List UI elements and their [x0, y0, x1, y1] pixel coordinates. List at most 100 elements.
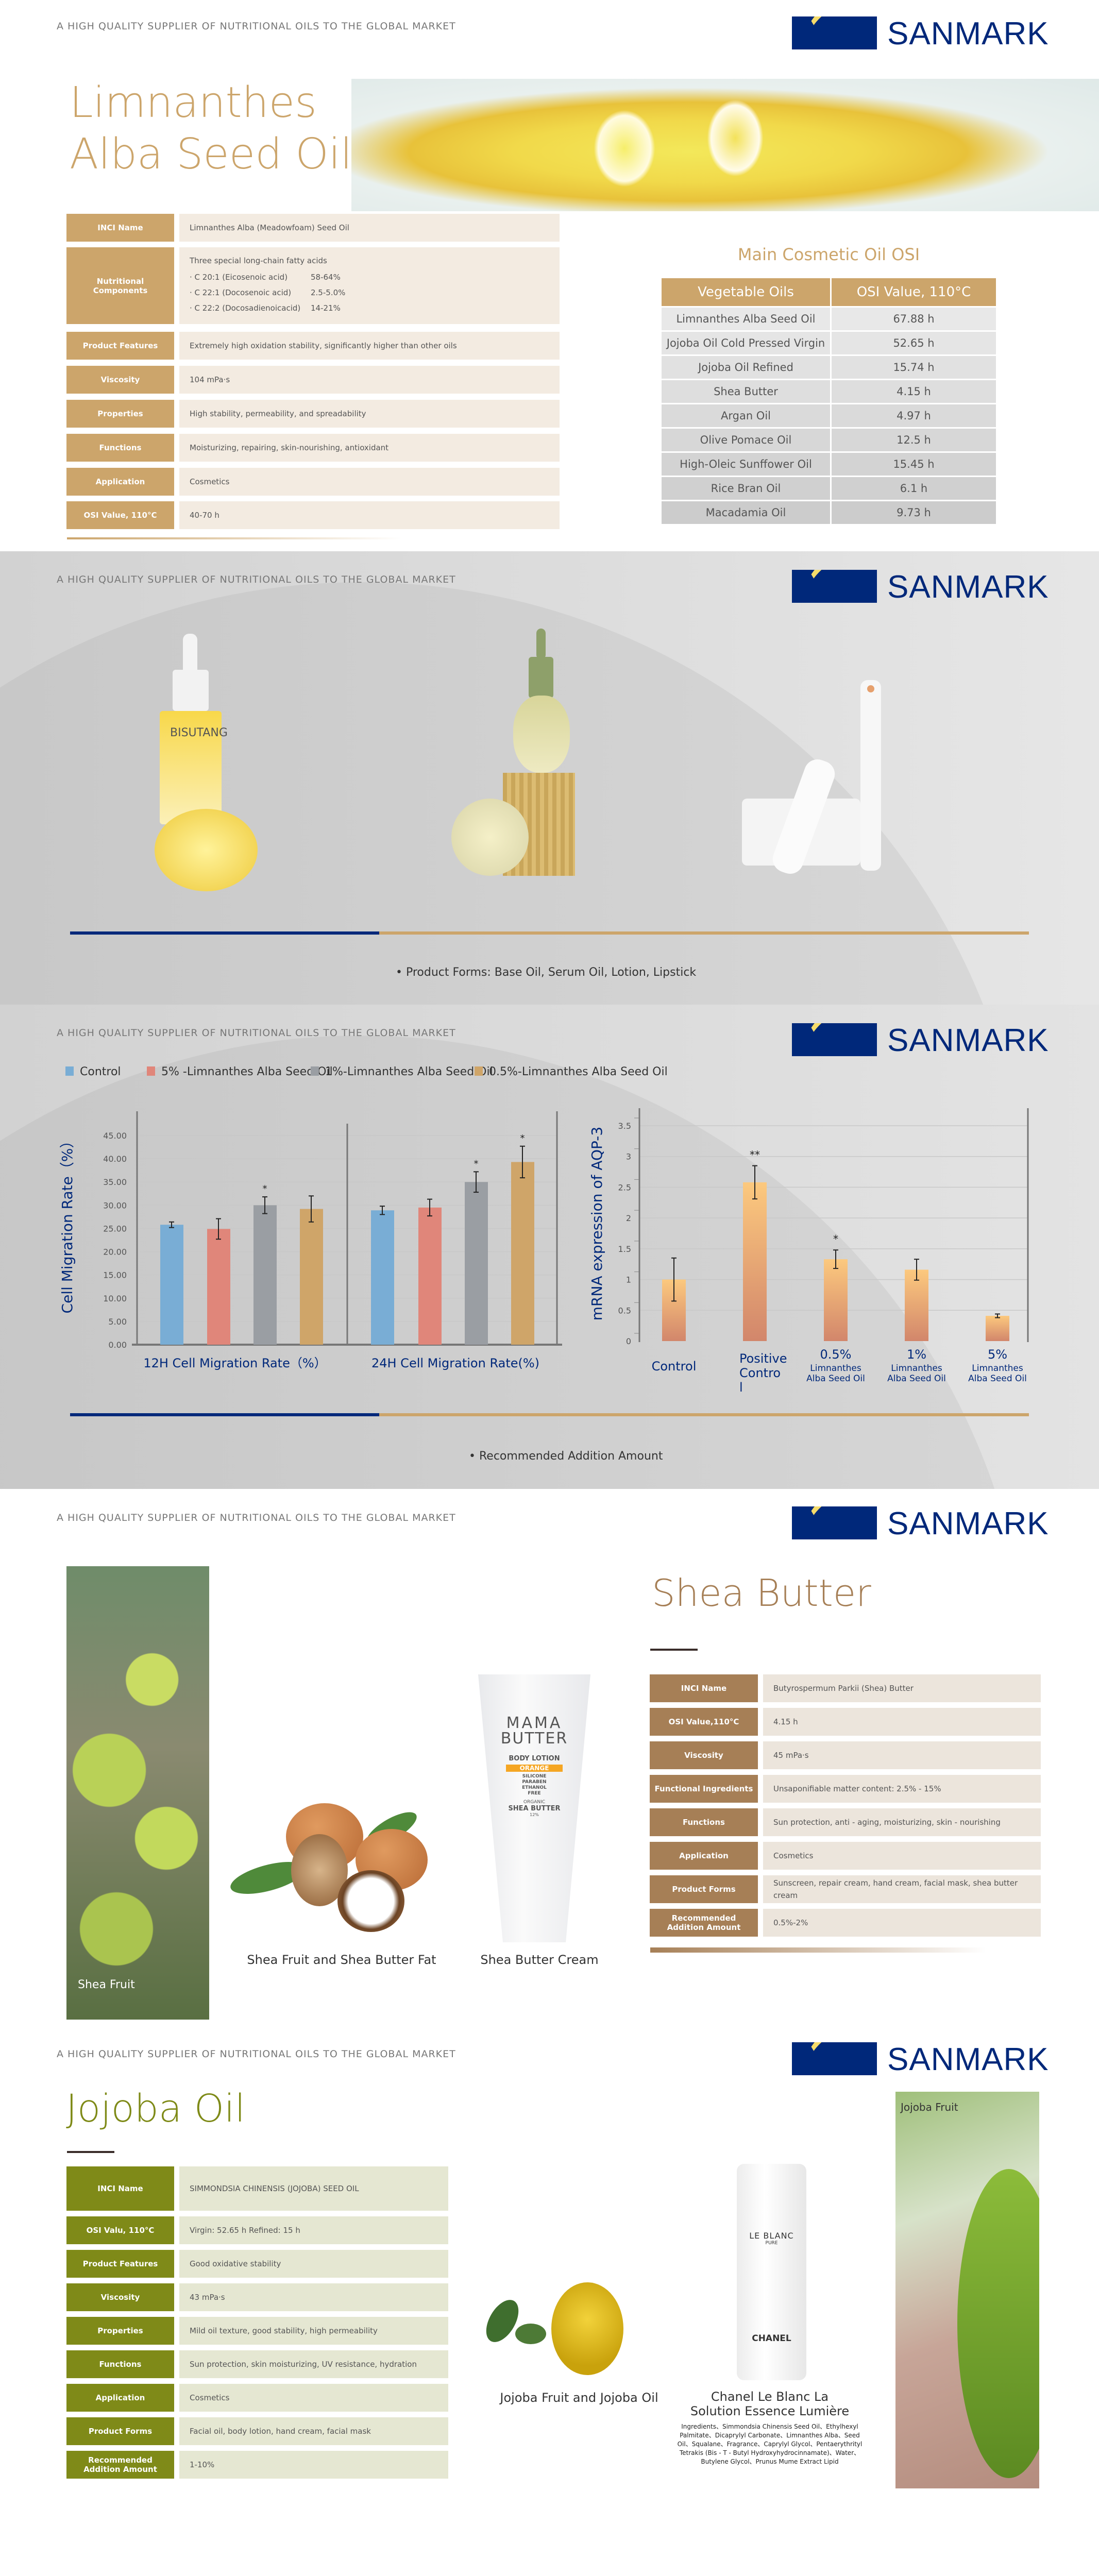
significance-marker: * — [833, 1233, 838, 1245]
table-row: Product Features Good oxidative stability — [66, 2250, 448, 2278]
significance-marker: ** — [750, 1149, 760, 1161]
bar — [905, 1269, 928, 1341]
legend-label: Control — [80, 1065, 121, 1078]
row-value: 104 mPa·s — [179, 366, 560, 394]
osi-table-row: Limnanthes Alba Seed Oil 67.88 h — [662, 308, 996, 330]
sanmark-logo[interactable]: SANMARK — [792, 2042, 1049, 2076]
x-category-label: Limnanthes Alba Seed Oil — [806, 1363, 865, 1384]
column-header: OSI Value, 110°C — [856, 284, 971, 300]
sanmark-logo[interactable]: SANMARK — [792, 1506, 1049, 1540]
label-line: Contro — [739, 1366, 781, 1380]
divider-blue — [70, 931, 379, 935]
table-row: Application Cosmetics — [66, 2384, 448, 2412]
table-row: Functional Ingredients Unsaponifiable mat… — [650, 1775, 1041, 1803]
osi-table-row: Shea Butter 4.15 h — [662, 380, 996, 403]
components-intro: Three special long-chain fatty acids — [190, 256, 327, 265]
title-divider — [650, 1649, 698, 1651]
row-label: Functions — [66, 434, 174, 462]
row-label: Recommended Addition Amount — [66, 2451, 174, 2479]
row-value: Three special long-chain fatty acids · C … — [179, 247, 560, 324]
acid-percent: 58-64% — [311, 272, 341, 282]
sanmark-logo[interactable]: SANMARK — [792, 16, 1049, 50]
row-label: Viscosity — [66, 366, 174, 394]
row-value: Moisturizing, repairing, skin-nourishing… — [179, 434, 560, 462]
row-label: Properties — [66, 2317, 174, 2345]
divider-gold — [379, 1413, 1029, 1416]
x-category-label: Limnanthes Alba Seed Oil — [887, 1363, 946, 1384]
y-tick-label: 20.00 — [103, 1247, 127, 1257]
legend-swatch — [147, 1066, 155, 1076]
bar — [743, 1182, 767, 1341]
acid-name: · C 22:2 (Docosadienoicacid) — [190, 303, 301, 313]
osi-table-row: Rice Bran Oil 6.1 h — [662, 477, 996, 500]
logo-mark-icon — [792, 1506, 877, 1539]
row-label: Application — [650, 1842, 758, 1870]
osi-table-row: High-Oleic Sunffower Oil 15.45 h — [662, 453, 996, 476]
sanmark-logo[interactable]: SANMARK — [792, 570, 1049, 604]
row-label: INCI Name — [650, 1674, 758, 1702]
limnanthes-section: A HIGH QUALITY SUPPLIER OF NUTRITIONAL O… — [0, 0, 1099, 551]
significance-marker: * — [520, 1133, 525, 1144]
acid-name: · C 20:1 (Eicosenoic acid) — [190, 272, 288, 282]
y-tick-label: 15.00 — [103, 1270, 127, 1280]
logo-text: SANMARK — [887, 569, 1049, 605]
osi-table-row: Jojoba Oil Cold Pressed Virgin 52.65 h — [662, 332, 996, 354]
fatty-acid-item: · C 20:1 (Eicosenoic acid) 58-64% — [190, 271, 341, 283]
tagline: A HIGH QUALITY SUPPLIER OF NUTRITIONAL O… — [57, 1027, 456, 1039]
osi-table-header: Vegetable Oils OSI Value, 110°C — [662, 278, 996, 306]
row-label: Viscosity — [66, 2283, 174, 2311]
row-label: Properties — [66, 400, 174, 428]
row-label: Recommended Addition Amount — [650, 1909, 758, 1937]
table-row: Functions Sun protection, anti - aging, m… — [650, 1808, 1041, 1836]
logo-mark-icon — [792, 1023, 877, 1056]
row-label: INCI Name — [66, 2166, 174, 2211]
y-tick-label: 2.5 — [618, 1182, 631, 1192]
bar — [371, 1210, 394, 1345]
row-value: Sunscreen, repair cream, hand cream, fac… — [763, 1875, 1041, 1903]
row-value: 43 mPa·s — [179, 2283, 448, 2311]
table-row: Application Cosmetics — [650, 1842, 1041, 1870]
y-tick-label: 0 — [626, 1336, 631, 1346]
y-tick-label: 30.00 — [103, 1200, 127, 1210]
row-value: Mild oil texture, good stability, high p… — [179, 2317, 448, 2345]
osi-value: 6.1 h — [900, 482, 928, 495]
table-row: OSI Value, 110°C 40-70 h — [66, 501, 560, 529]
y-tick-label: 0.5 — [618, 1306, 631, 1315]
osi-value: 12.5 h — [897, 434, 931, 446]
table-row: INCI Name Limnanthes Alba (Meadowfoam) Se… — [66, 214, 560, 242]
y-tick-label: 10.00 — [103, 1294, 127, 1303]
table-row: Functions Sun protection, skin moisturizi… — [66, 2350, 448, 2378]
bar — [253, 1205, 277, 1345]
shea-fruit-image: Shea Fruit — [66, 1566, 209, 2020]
label-line: Limnanthes — [972, 1363, 1023, 1374]
row-label: Product Forms — [66, 2417, 174, 2445]
label-line: Positive — [739, 1351, 787, 1366]
sanmark-logo[interactable]: SANMARK — [792, 1023, 1049, 1057]
bar — [207, 1229, 230, 1345]
x-category-label: 12H Cell Migration Rate（%） — [143, 1356, 326, 1370]
row-value: SIMMONDSIA CHINENSIS (JOJOBA) SEED OIL — [179, 2166, 448, 2211]
acid-percent: 2.5-5.0% — [311, 287, 346, 297]
acid-name: · C 22:1 (Docosenoic acid) — [190, 287, 292, 297]
table-row: Viscosity 104 mPa·s — [66, 366, 560, 394]
product-forms-text: • Product Forms: Base Oil, Serum Oil, Lo… — [396, 966, 697, 979]
y-tick-label: 40.00 — [103, 1154, 127, 1164]
row-value: Cosmetics — [763, 1842, 1041, 1870]
y-tick-label: 2 — [626, 1213, 631, 1223]
table-row: Viscosity 45 mPa·s — [650, 1741, 1041, 1769]
table-row: Functions Moisturizing, repairing, skin-n… — [66, 434, 560, 462]
osi-table-title: Main Cosmetic Oil OSI — [737, 245, 920, 264]
legend-swatch — [475, 1066, 483, 1076]
y-axis-label: Cell Migration Rate（%） — [59, 1134, 76, 1314]
osi-value: 4.15 h — [897, 385, 931, 398]
shea-title: Shea Butter — [652, 1571, 871, 1615]
osi-table-row: Olive Pomace Oil 12.5 h — [662, 429, 996, 451]
table-row: Nutritional Components Three special long… — [66, 247, 560, 324]
chanel-bottle-image: LE BLANC PURE CHANEL — [737, 2164, 806, 2380]
row-label: Application — [66, 468, 174, 496]
x-category-label: Positive Contro l — [739, 1351, 787, 1395]
shea-section: A HIGH QUALITY SUPPLIER OF NUTRITIONAL O… — [0, 1489, 1099, 2035]
bar — [418, 1207, 442, 1345]
lipstick-image — [742, 680, 938, 878]
oil-name: Jojoba Oil Refined — [662, 356, 832, 379]
